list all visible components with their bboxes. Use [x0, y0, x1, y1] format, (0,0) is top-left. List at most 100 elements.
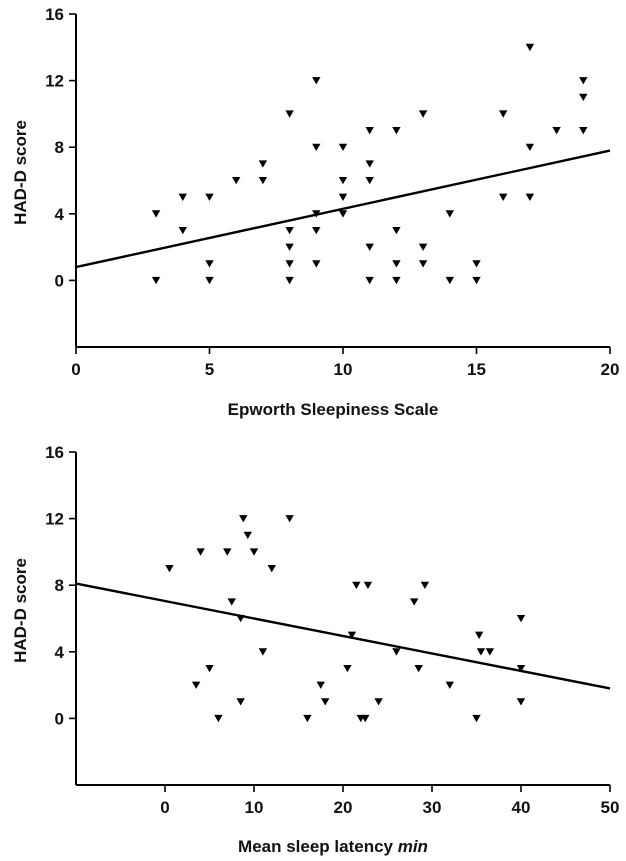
epworth-data-point: [338, 177, 348, 185]
epworth-data-point: [151, 210, 161, 218]
latency-data-point: [316, 681, 325, 689]
epworth-data-point: [312, 143, 321, 151]
epworth-data-point: [418, 260, 428, 268]
epworth-data-point: [392, 276, 401, 285]
epworth-data-point: [312, 226, 321, 235]
epworth-data-point: [151, 276, 161, 285]
latency-data-point: [392, 648, 401, 656]
latency-data-point: [374, 698, 383, 706]
latency-data-point: [445, 681, 454, 689]
epworth-y-tick-label: 0: [55, 271, 64, 290]
epworth-data-point: [285, 260, 294, 268]
latency-y-axis-label: HAD-D score: [11, 558, 30, 663]
latency-data-point: [347, 631, 357, 639]
epworth-data-point: [525, 193, 535, 201]
epworth-data-point: [285, 110, 294, 118]
epworth-data-point: [205, 276, 214, 285]
latency-x-tick-label: 10: [245, 798, 264, 817]
latency-data-point: [236, 698, 245, 706]
latency-data-point: [227, 598, 236, 606]
latency-data-point: [363, 581, 373, 589]
latency-y-tick-label: 0: [55, 709, 64, 728]
latency-y-tick-label: 8: [55, 576, 64, 595]
epworth-data-point: [232, 177, 241, 185]
epworth-data-point: [365, 276, 374, 285]
epworth-data-point: [418, 110, 428, 118]
epworth-data-point: [445, 276, 454, 285]
epworth-data-point: [472, 276, 481, 285]
epworth-data-point: [552, 127, 561, 135]
epworth-data-point: [445, 210, 454, 218]
epworth-data-point: [338, 143, 348, 151]
latency-data-point: [267, 565, 276, 573]
epworth-data-point: [178, 226, 187, 235]
latency-data-point: [249, 548, 259, 556]
epworth-x-tick-label: 5: [205, 360, 214, 379]
epworth-data-point: [365, 177, 374, 185]
latency-data-point: [196, 548, 205, 556]
latency-data-point: [239, 515, 248, 523]
latency-data-point: [303, 714, 312, 723]
epworth-data-point: [499, 110, 508, 118]
latency-data-point: [361, 714, 370, 723]
latency-data-point: [321, 698, 330, 706]
epworth-x-tick-label: 20: [601, 360, 620, 379]
epworth-data-point: [418, 243, 428, 251]
epworth-data-point: [178, 193, 187, 201]
latency-data-point: [516, 698, 526, 706]
epworth-data-point: [525, 43, 535, 52]
latency-y-tick-label: 16: [45, 443, 64, 462]
latency-data-point: [343, 664, 352, 673]
latency-x-tick-label: 50: [601, 798, 620, 817]
latency-data-point: [236, 615, 245, 623]
latency-data-point: [258, 648, 268, 656]
latency-data-point: [516, 664, 526, 673]
epworth-data-point: [392, 260, 401, 268]
latency-x-tick-label: 0: [160, 798, 169, 817]
epworth-data-point: [365, 127, 374, 135]
latency-x-tick-label: 40: [512, 798, 531, 817]
epworth-x-tick-label: 10: [334, 360, 353, 379]
epworth-data-point: [472, 260, 481, 268]
epworth-data-point: [258, 160, 268, 168]
latency-data-point: [191, 681, 201, 689]
epworth-data-point: [499, 193, 508, 201]
latency-x-axis-unit: min: [393, 837, 428, 856]
latency-x-axis-label: Mean sleep latency min: [238, 837, 428, 856]
epworth-y-tick-label: 16: [45, 5, 64, 24]
epworth-data-point: [579, 127, 588, 135]
epworth-data-point: [392, 127, 401, 135]
epworth-data-point: [258, 177, 268, 185]
latency-data-point: [485, 648, 495, 656]
epworth-data-point: [285, 226, 294, 235]
epworth-data-point: [285, 276, 294, 285]
epworth-x-axis-label: Epworth Sleepiness Scale: [228, 400, 439, 419]
epworth-data-point: [312, 210, 321, 218]
latency-scatter-panel: 0 4 8 12 16 0 10 20 30 40 50 Mean sleep latency min…: [11, 443, 619, 856]
epworth-data-point: [312, 260, 321, 268]
latency-y-tick-label: 12: [45, 510, 64, 529]
epworth-trend-line: [75, 149, 611, 269]
epworth-data-point: [579, 77, 588, 85]
epworth-data-point: [365, 160, 374, 168]
latency-data-point: [205, 664, 214, 673]
latency-data-point: [214, 714, 223, 723]
latency-data-point: [516, 615, 526, 623]
epworth-data-point: [579, 93, 588, 102]
epworth-x-tick-label: 0: [71, 360, 80, 379]
epworth-data-point: [205, 260, 214, 268]
epworth-data-point: [338, 193, 348, 201]
latency-data-point: [285, 515, 294, 523]
latency-data-point: [472, 714, 481, 723]
epworth-data-point: [285, 243, 294, 251]
latency-data-point: [410, 598, 419, 606]
epworth-y-tick-label: 12: [45, 72, 64, 91]
epworth-x-tick-label: 15: [467, 360, 486, 379]
latency-data-point: [223, 548, 232, 556]
latency-x-tick-label: 30: [423, 798, 442, 817]
latency-data-point: [165, 565, 174, 573]
latency-data-point: [476, 648, 486, 656]
latency-data-point: [420, 581, 430, 589]
epworth-data-point: [365, 243, 374, 251]
